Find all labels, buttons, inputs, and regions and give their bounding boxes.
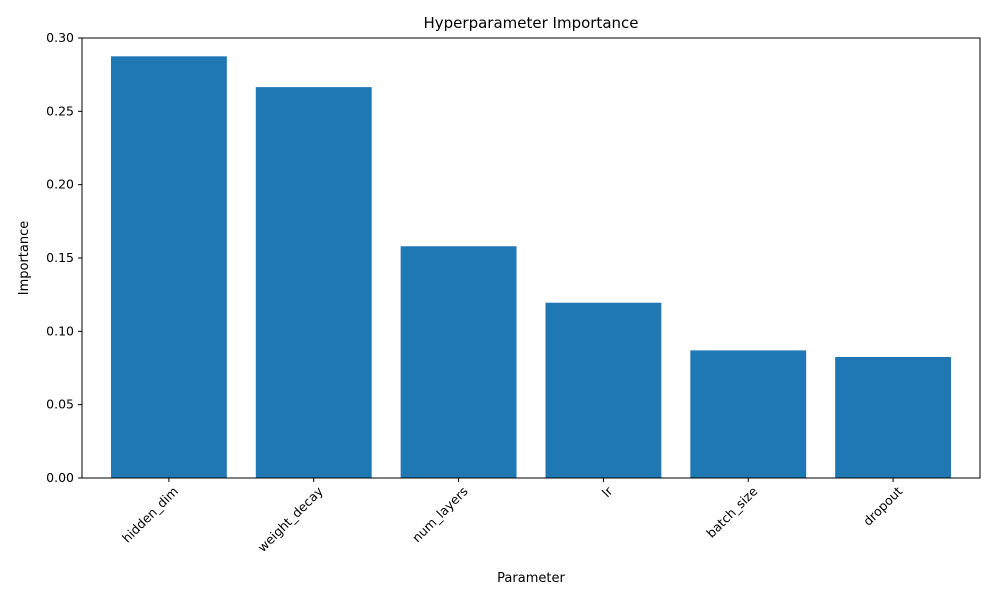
bar-lr	[545, 302, 662, 478]
y-tick-label: 0.15	[46, 250, 74, 265]
y-tick-label: 0.10	[46, 323, 74, 338]
x-axis: hidden_dim weight_decay num_layers lr batch_…	[119, 478, 905, 555]
y-tick-label: 0.30	[46, 30, 74, 45]
y-tick-label: 0.20	[46, 177, 74, 192]
y-tick-label: 0.00	[46, 470, 74, 485]
y-tick-label: 0.25	[46, 103, 74, 118]
bar-num_layers	[400, 246, 517, 478]
x-tick-label: dropout	[860, 483, 905, 528]
plot-frame	[81, 37, 981, 479]
bars-group	[110, 56, 952, 478]
x-tick-label: hidden_dim	[119, 484, 181, 546]
x-tick-label: batch_size	[703, 483, 760, 540]
x-tick-label: weight_decay	[254, 483, 326, 555]
x-tick-label: num_layers	[409, 484, 471, 546]
bar-hidden_dim	[110, 56, 227, 478]
bar-batch_size	[690, 350, 807, 478]
x-axis-label: Parameter	[497, 571, 565, 586]
x-tick-label: lr	[599, 483, 616, 500]
y-tick-label: 0.05	[46, 397, 74, 412]
bar-weight_decay	[255, 87, 372, 478]
y-axis-label: Importance	[17, 221, 32, 296]
chart-title: Hyperparameter Importance	[424, 14, 639, 32]
bar-dropout	[835, 357, 952, 478]
y-axis: 0.00 0.05 0.10 0.15 0.20 0.25 0.30	[46, 30, 82, 485]
